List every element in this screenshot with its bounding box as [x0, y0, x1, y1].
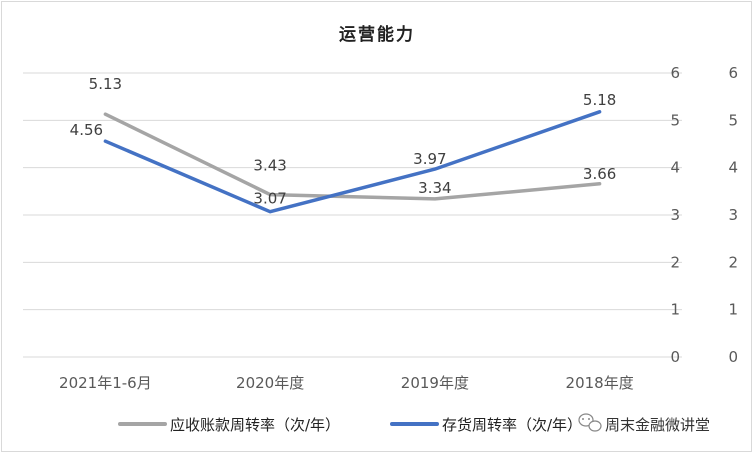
series-line-2 — [103, 110, 602, 214]
watermark: 周末金融微讲堂 — [578, 413, 710, 434]
data-labels: 5.13 3.43 3.34 3.66 4.56 3.07 3.97 5.18 — [70, 75, 617, 208]
y-tick-label-right: 3 — [728, 206, 738, 224]
data-label: 4.56 — [70, 121, 103, 139]
y-axis-left: 0 1 2 3 4 5 6 — [670, 64, 680, 366]
legend-label-1: 应收账款周转率（次/年） — [170, 416, 340, 434]
legend: 应收账款周转率（次/年） 存货周转率（次/年） — [118, 416, 582, 434]
data-label: 3.66 — [583, 165, 616, 183]
series-group — [103, 110, 602, 214]
legend-label-2: 存货周转率（次/年） — [442, 416, 582, 434]
y-tick-label: 2 — [670, 253, 680, 271]
x-tick-label: 2019年度 — [401, 374, 469, 392]
data-label: 3.07 — [253, 190, 286, 208]
y-tick-label: 1 — [670, 301, 680, 319]
y-tick-label-right: 0 — [728, 348, 738, 366]
y-tick-label: 5 — [670, 111, 680, 129]
data-label: 3.97 — [413, 150, 446, 168]
data-label: 3.43 — [253, 157, 286, 175]
x-tick-label: 2018年度 — [566, 374, 634, 392]
watermark-text: 周末金融微讲堂 — [605, 416, 710, 434]
wechat-icon — [578, 413, 602, 432]
y-axis-right: 0 1 2 3 4 5 6 — [728, 64, 738, 366]
data-label: 5.18 — [583, 91, 616, 109]
chart-title: 运营能力 — [339, 24, 415, 45]
gridlines — [23, 72, 682, 358]
y-tick-label-right: 5 — [728, 111, 738, 129]
y-tick-label-right: 6 — [728, 64, 738, 82]
y-tick-label-right: 1 — [728, 301, 738, 319]
y-tick-label-right: 2 — [728, 253, 738, 271]
data-label: 5.13 — [89, 75, 122, 93]
x-axis: 2021年1-6月 2020年度 2019年度 2018年度 — [59, 374, 634, 392]
y-tick-label: 4 — [670, 159, 680, 177]
y-tick-label: 6 — [670, 64, 680, 82]
x-tick-label: 2020年度 — [236, 374, 304, 392]
y-tick-label-right: 4 — [728, 159, 738, 177]
y-tick-label: 3 — [670, 206, 680, 224]
y-tick-label: 0 — [670, 348, 680, 366]
x-tick-label: 2021年1-6月 — [59, 374, 152, 392]
data-label: 3.34 — [418, 179, 451, 197]
series-line-1 — [103, 112, 602, 201]
